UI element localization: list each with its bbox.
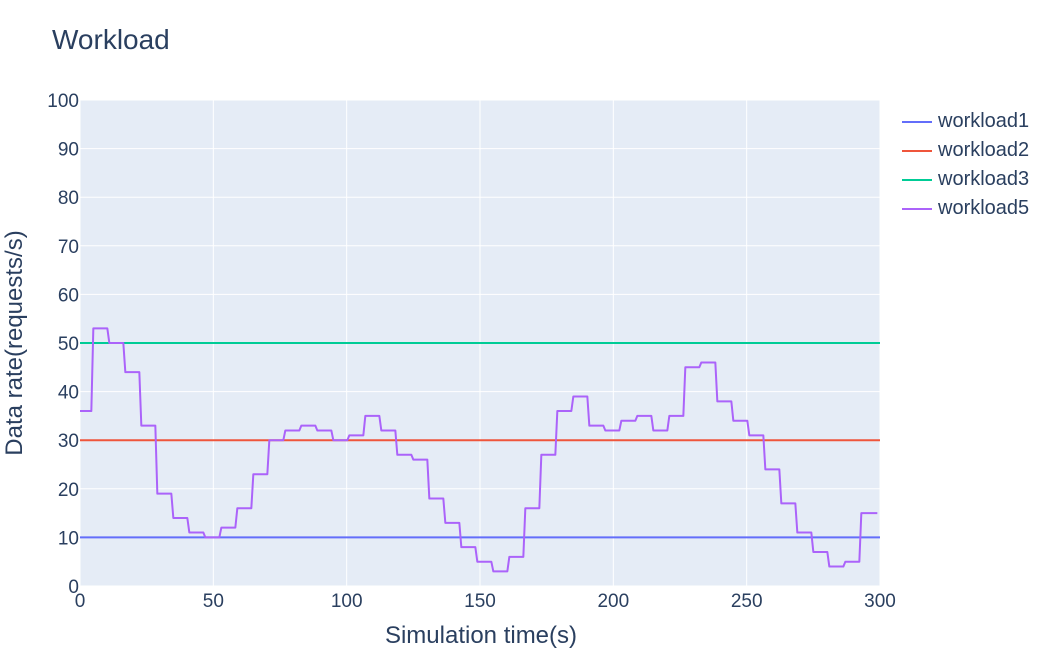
- y-axis-label: Data rate(requests/s): [1, 230, 28, 456]
- y-tick-label: 90: [58, 140, 79, 161]
- chart-title: Workload: [52, 24, 170, 55]
- x-tick-label: 300: [864, 591, 896, 612]
- x-axis-label: Simulation time(s): [384, 622, 578, 649]
- y-tick-label: 10: [58, 528, 79, 549]
- y-tick-label: 60: [58, 285, 79, 306]
- y-tick-label: 100: [47, 91, 79, 112]
- legend-item-workload1[interactable]: workload1: [902, 107, 1029, 136]
- y-tick-label: 40: [58, 383, 79, 404]
- x-tick-label: 100: [331, 591, 363, 612]
- y-tick-label: 20: [58, 480, 79, 501]
- x-tick-label: 200: [597, 591, 629, 612]
- legend-label: workload5: [938, 197, 1030, 219]
- legend-item-workload2[interactable]: workload2: [902, 136, 1029, 165]
- legend: workload1 workload2 workload3 workload5: [902, 107, 1029, 223]
- y-tick-label: 0: [68, 577, 79, 598]
- series-line-workload5: [80, 327, 878, 573]
- x-tick-label: 250: [731, 591, 763, 612]
- y-tick-label: 50: [58, 334, 79, 355]
- y-tick-label: 30: [58, 431, 79, 452]
- legend-label: workload3: [938, 168, 1030, 190]
- x-tick-label: 0: [75, 591, 86, 612]
- legend-label: workload1: [938, 110, 1030, 132]
- legend-swatch: [902, 207, 932, 210]
- legend-swatch: [902, 120, 932, 123]
- legend-item-workload3[interactable]: workload3: [902, 165, 1029, 194]
- legend-swatch: [902, 178, 932, 181]
- y-tick-label: 70: [58, 237, 79, 258]
- legend-swatch: [902, 149, 932, 152]
- x-tick-label: 150: [464, 591, 496, 612]
- x-tick-label: 50: [203, 591, 224, 612]
- legend-label: workload2: [938, 139, 1030, 161]
- legend-item-workload5[interactable]: workload5: [902, 194, 1029, 223]
- y-tick-label: 80: [58, 188, 79, 209]
